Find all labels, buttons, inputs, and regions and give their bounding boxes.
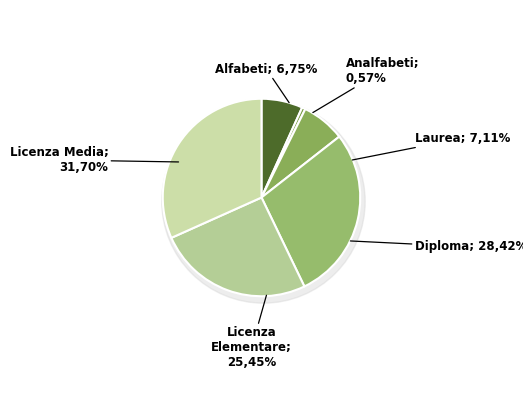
Wedge shape [262,109,339,198]
Wedge shape [262,99,302,198]
Ellipse shape [162,100,365,303]
Wedge shape [262,137,360,286]
Wedge shape [172,198,304,296]
Text: Alfabeti; 6,75%: Alfabeti; 6,75% [215,63,317,103]
Text: Analfabeti;
0,57%: Analfabeti; 0,57% [313,57,419,113]
Text: Licenza
Elementare;
25,45%: Licenza Elementare; 25,45% [211,295,292,369]
Wedge shape [262,107,305,198]
Text: Licenza Media;
31,70%: Licenza Media; 31,70% [9,146,178,174]
Text: Diploma; 28,42%: Diploma; 28,42% [350,241,523,253]
Text: Laurea; 7,11%: Laurea; 7,11% [353,132,510,160]
Wedge shape [163,99,262,238]
